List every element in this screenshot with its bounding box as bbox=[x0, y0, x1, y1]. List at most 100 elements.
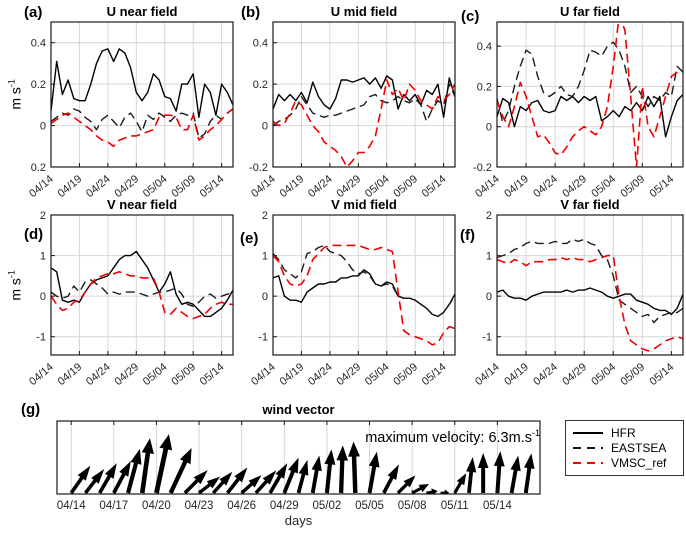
panel-c-letter: (c) bbox=[461, 8, 480, 25]
svg-text:04/24: 04/24 bbox=[306, 361, 335, 388]
panel-e-title: V mid field bbox=[331, 197, 397, 212]
svg-text:0.2: 0.2 bbox=[31, 162, 46, 174]
svg-text:04/19: 04/19 bbox=[56, 361, 85, 388]
svg-text:-0.2: -0.2 bbox=[249, 162, 268, 174]
svg-text:0.4: 0.4 bbox=[477, 41, 492, 53]
svg-text:05/14: 05/14 bbox=[420, 361, 449, 388]
svg-text:2: 2 bbox=[40, 210, 46, 222]
svg-text:04/29: 04/29 bbox=[334, 173, 363, 200]
legend-label: VMSC_ref bbox=[611, 456, 667, 471]
svg-text:04/29: 04/29 bbox=[112, 361, 141, 388]
svg-text:05/11: 05/11 bbox=[441, 500, 469, 512]
svg-text:0: 0 bbox=[262, 121, 268, 133]
panel-g-title: wind vector bbox=[262, 402, 335, 417]
svg-text:05/14: 05/14 bbox=[483, 500, 512, 512]
svg-text:04/19: 04/19 bbox=[502, 173, 531, 200]
legend-entry-eastsea: EASTSEA bbox=[573, 441, 676, 455]
svg-text:0.4: 0.4 bbox=[31, 38, 46, 50]
svg-text:04/14: 04/14 bbox=[249, 173, 278, 200]
svg-text:05/14: 05/14 bbox=[647, 361, 676, 388]
svg-text:04/14: 04/14 bbox=[27, 361, 56, 388]
svg-text:05/04: 05/04 bbox=[141, 361, 170, 388]
svg-text:1: 1 bbox=[262, 251, 268, 263]
panel-d-y-axis-label: m s-1 bbox=[7, 250, 24, 320]
max-velocity-annotation: maximum velocity: 6.3m.s-1 bbox=[365, 428, 540, 446]
svg-text:05/09: 05/09 bbox=[618, 173, 647, 200]
svg-text:04/24: 04/24 bbox=[531, 361, 560, 388]
panel-c-title: U far field bbox=[560, 4, 620, 19]
svg-text:0: 0 bbox=[486, 122, 492, 134]
panel-b-letter: (b) bbox=[241, 4, 261, 21]
svg-text:05/09: 05/09 bbox=[169, 173, 198, 200]
svg-text:04/19: 04/19 bbox=[278, 173, 307, 200]
svg-text:04/14: 04/14 bbox=[249, 361, 278, 388]
panel-d-letter: (d) bbox=[24, 226, 44, 243]
svg-text:0.4: 0.4 bbox=[253, 38, 268, 50]
svg-text:05/04: 05/04 bbox=[363, 361, 392, 388]
svg-text:1: 1 bbox=[486, 251, 492, 263]
svg-text:05/08: 05/08 bbox=[398, 500, 427, 512]
panel-a-letter: (a) bbox=[24, 4, 43, 21]
svg-text:05/09: 05/09 bbox=[391, 173, 420, 200]
y-axis-label-text: m s bbox=[7, 87, 24, 110]
svg-text:05/04: 05/04 bbox=[141, 173, 170, 200]
panel-a-y-axis-label: m s-1 bbox=[7, 59, 24, 129]
svg-text:2: 2 bbox=[262, 210, 268, 222]
svg-text:05/14: 05/14 bbox=[198, 173, 227, 200]
panel-a-title: U near field bbox=[106, 4, 178, 19]
legend-entry-hfr: HFR bbox=[573, 426, 676, 440]
svg-text:1: 1 bbox=[40, 251, 46, 263]
svg-text:04/23: 04/23 bbox=[185, 500, 214, 512]
svg-text:0.2: 0.2 bbox=[477, 81, 492, 93]
x-axis-label-days: days bbox=[284, 513, 313, 528]
svg-text:04/19: 04/19 bbox=[56, 173, 85, 200]
svg-text:05/09: 05/09 bbox=[169, 361, 198, 388]
svg-text:05/02: 05/02 bbox=[313, 500, 342, 512]
legend-line-dashed-black bbox=[573, 446, 603, 449]
svg-text:0.2: 0.2 bbox=[253, 79, 268, 91]
svg-text:04/29: 04/29 bbox=[560, 361, 589, 388]
legend-line-dashed-red bbox=[573, 462, 603, 465]
svg-text:04/17: 04/17 bbox=[99, 500, 128, 512]
panel-f-letter: (f) bbox=[460, 227, 475, 244]
y-axis-label-exponent: -1 bbox=[6, 79, 17, 88]
svg-text:04/14: 04/14 bbox=[57, 500, 86, 512]
svg-text:0: 0 bbox=[40, 291, 46, 303]
svg-text:05/14: 05/14 bbox=[647, 173, 676, 200]
svg-text:05/04: 05/04 bbox=[589, 173, 618, 200]
y-axis-label-exponent: -1 bbox=[6, 270, 17, 279]
panel-f-title: V far field bbox=[560, 197, 620, 212]
svg-text:04/29: 04/29 bbox=[112, 173, 141, 200]
svg-text:04/29: 04/29 bbox=[270, 500, 299, 512]
svg-text:-1: -1 bbox=[36, 332, 46, 344]
panel-d-title: V near field bbox=[106, 197, 178, 212]
svg-text:04/19: 04/19 bbox=[278, 361, 307, 388]
svg-text:04/14: 04/14 bbox=[27, 173, 56, 200]
svg-text:04/14: 04/14 bbox=[473, 361, 502, 388]
y-axis-label-text: m s bbox=[7, 278, 24, 301]
svg-text:05/09: 05/09 bbox=[618, 361, 647, 388]
svg-text:04/24: 04/24 bbox=[306, 173, 335, 200]
svg-text:05/04: 05/04 bbox=[589, 361, 618, 388]
svg-text:-0.2: -0.2 bbox=[473, 162, 492, 174]
svg-text:04/26: 04/26 bbox=[227, 500, 256, 512]
panel-g-letter: (g) bbox=[21, 401, 41, 418]
svg-text:05/14: 05/14 bbox=[198, 361, 227, 388]
svg-text:04/14: 04/14 bbox=[473, 173, 502, 200]
svg-text:05/09: 05/09 bbox=[391, 361, 420, 388]
svg-text:04/24: 04/24 bbox=[84, 361, 113, 388]
svg-text:04/24: 04/24 bbox=[531, 173, 560, 200]
svg-text:0: 0 bbox=[40, 121, 46, 133]
panel-e-letter: (e) bbox=[240, 230, 259, 247]
legend-line-solid-black bbox=[573, 431, 603, 434]
svg-text:0: 0 bbox=[262, 291, 268, 303]
svg-text:2: 2 bbox=[486, 210, 492, 222]
svg-text:04/29: 04/29 bbox=[334, 361, 363, 388]
svg-text:04/20: 04/20 bbox=[142, 500, 171, 512]
svg-text:05/05: 05/05 bbox=[355, 500, 384, 512]
svg-text:04/24: 04/24 bbox=[84, 173, 113, 200]
legend-box: HFR EASTSEA VMSC_ref bbox=[565, 420, 684, 476]
svg-text:-1: -1 bbox=[482, 332, 492, 344]
